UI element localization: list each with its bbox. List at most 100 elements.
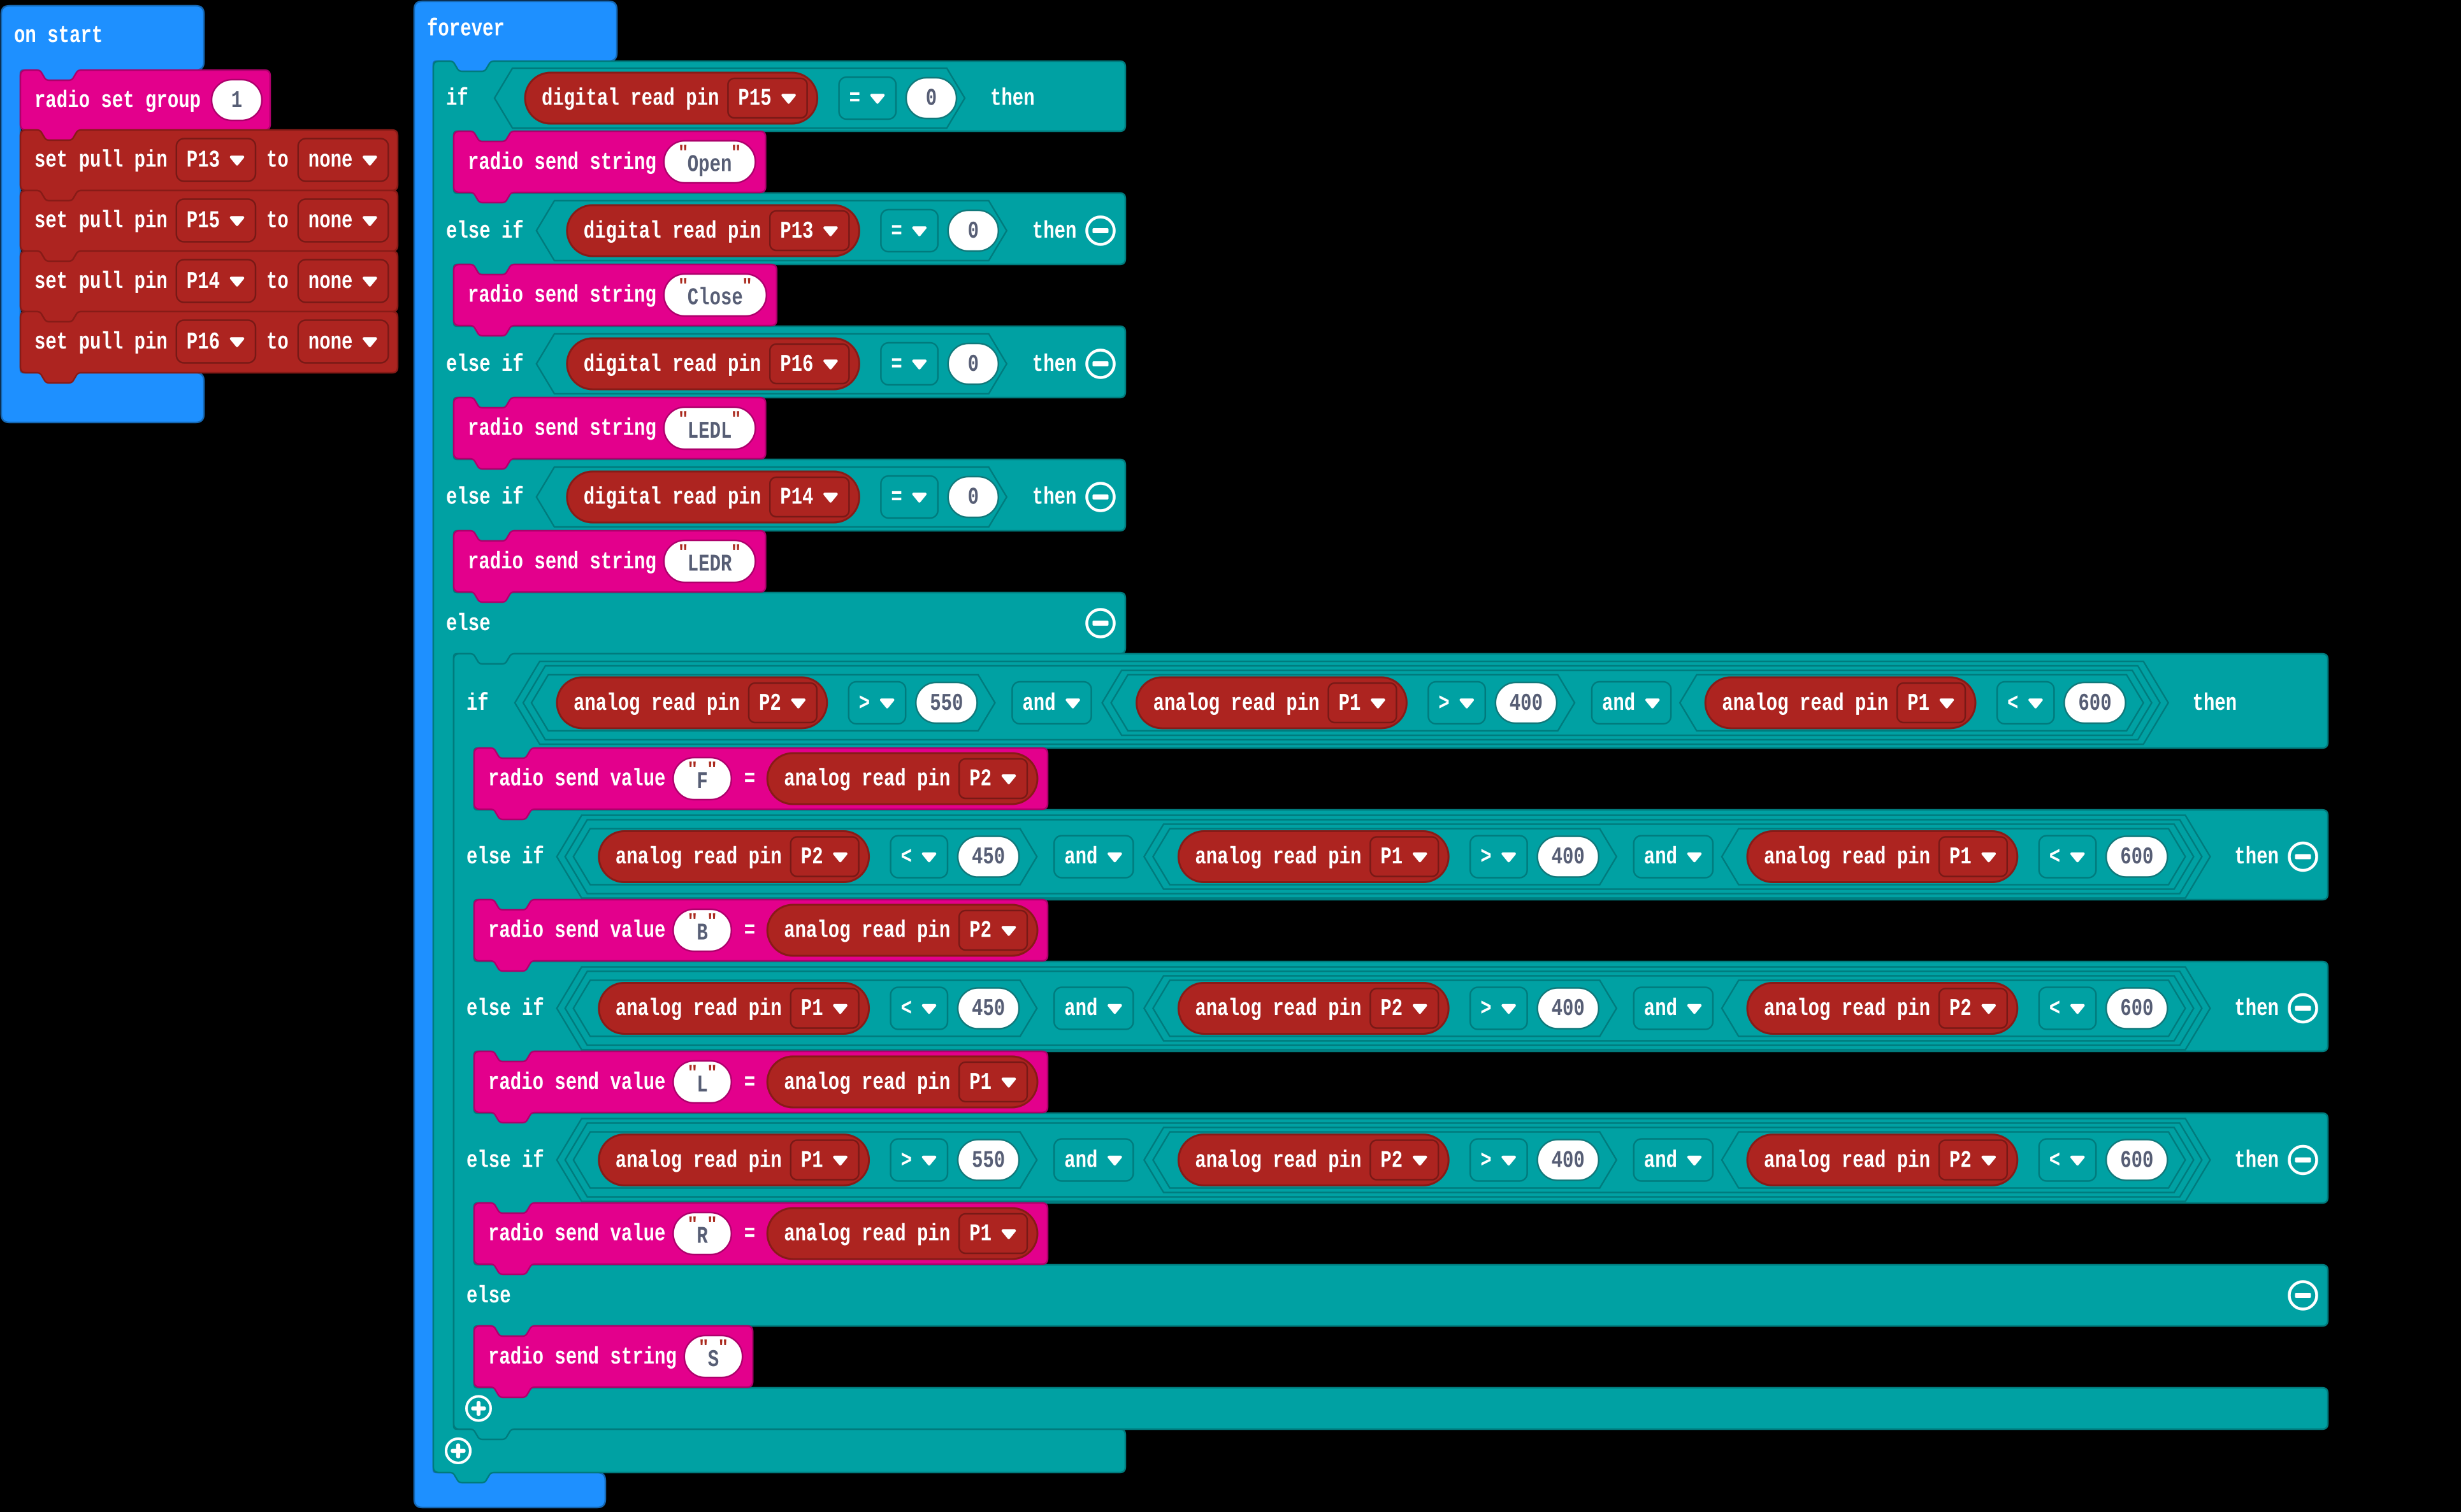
svg-text:radio send value: radio send value [488, 918, 665, 945]
svg-text:P1: P1 [1380, 844, 1403, 871]
svg-text:": " [707, 912, 718, 932]
svg-text:<: < [901, 995, 912, 1023]
svg-text:P2: P2 [1380, 1147, 1403, 1174]
svg-text:<: < [2049, 1147, 2060, 1174]
svg-text:else if: else if [466, 844, 544, 871]
svg-text:set pull pin: set pull pin [34, 147, 168, 175]
svg-text:to: to [266, 147, 289, 175]
svg-text:0: 0 [968, 218, 979, 245]
svg-text:": " [687, 1064, 698, 1084]
svg-text:analog read pin: analog read pin [784, 1221, 950, 1248]
svg-text:P1: P1 [1907, 690, 1930, 717]
svg-text:=: = [891, 484, 902, 512]
svg-text:radio send value: radio send value [488, 1221, 665, 1248]
svg-text:to: to [266, 329, 289, 356]
svg-text:then: then [2193, 690, 2237, 717]
svg-text:else: else [446, 610, 491, 638]
svg-text:P2: P2 [1949, 995, 1972, 1023]
svg-text:=: = [744, 1069, 755, 1097]
svg-text:": " [731, 410, 742, 430]
svg-text:P16: P16 [780, 351, 813, 378]
svg-text:analog read pin: analog read pin [784, 1069, 950, 1097]
svg-text:P1: P1 [1949, 844, 1972, 871]
svg-text:and: and [1022, 690, 1055, 717]
svg-text:and: and [1064, 844, 1097, 871]
svg-text:600: 600 [2120, 844, 2153, 871]
svg-text:S: S [708, 1346, 719, 1374]
svg-text:P2: P2 [969, 766, 992, 793]
svg-text:analog read pin: analog read pin [1764, 1147, 1930, 1174]
svg-text:analog read pin: analog read pin [1195, 995, 1361, 1023]
svg-text:analog read pin: analog read pin [1764, 844, 1930, 871]
svg-text:400: 400 [1552, 1147, 1585, 1174]
svg-text:if: if [446, 85, 468, 113]
svg-text:": " [718, 1339, 728, 1358]
svg-text:P14: P14 [187, 268, 220, 296]
svg-text:450: 450 [972, 995, 1005, 1023]
svg-text:and: and [1064, 995, 1097, 1023]
svg-text:P2: P2 [801, 844, 823, 871]
svg-text:400: 400 [1510, 690, 1543, 717]
svg-text:<: < [2049, 844, 2060, 871]
svg-text:none: none [308, 329, 353, 356]
svg-text:=: = [891, 218, 902, 245]
svg-text:else if: else if [466, 1147, 544, 1174]
svg-text:analog read pin: analog read pin [1764, 995, 1930, 1023]
svg-text:>: > [1480, 995, 1491, 1023]
svg-text:set pull pin: set pull pin [34, 329, 168, 356]
svg-text:": " [687, 761, 698, 781]
svg-text:digital read pin: digital read pin [584, 218, 761, 245]
svg-text:analog read pin: analog read pin [784, 918, 950, 945]
svg-text:600: 600 [2120, 995, 2153, 1023]
svg-text:radio send string: radio send string [468, 415, 656, 443]
svg-text:and: and [1644, 844, 1677, 871]
svg-text:else if: else if [466, 995, 544, 1023]
svg-text:forever: forever [427, 16, 505, 43]
svg-text:analog read pin: analog read pin [616, 995, 782, 1023]
svg-text:P2: P2 [969, 918, 992, 945]
svg-text:set pull pin: set pull pin [34, 208, 168, 235]
svg-text:then: then [2234, 1147, 2279, 1174]
svg-text:": " [698, 1339, 709, 1358]
svg-text:then: then [2234, 995, 2279, 1023]
svg-text:": " [707, 761, 718, 781]
svg-text:digital read pin: digital read pin [542, 85, 719, 113]
svg-text:0: 0 [926, 85, 937, 113]
svg-text:radio send string: radio send string [468, 149, 656, 176]
svg-text:analog read pin: analog read pin [1153, 690, 1320, 717]
svg-text:none: none [308, 208, 353, 235]
svg-text:400: 400 [1552, 844, 1585, 871]
svg-text:LEDR: LEDR [688, 551, 732, 579]
svg-text:then: then [1032, 218, 1077, 245]
svg-text:=: = [744, 918, 755, 945]
svg-text:analog read pin: analog read pin [1722, 690, 1888, 717]
svg-text:P1: P1 [801, 995, 823, 1023]
svg-text:radio send string: radio send string [468, 282, 656, 310]
svg-text:on start: on start [14, 22, 103, 50]
svg-text:": " [678, 277, 689, 297]
svg-text:and: and [1644, 1147, 1677, 1174]
svg-text:F: F [696, 768, 707, 796]
svg-text:digital read pin: digital read pin [584, 351, 761, 378]
svg-text:analog read pin: analog read pin [616, 844, 782, 871]
svg-text:none: none [308, 147, 353, 175]
svg-text:": " [707, 1216, 718, 1235]
svg-text:<: < [2007, 690, 2018, 717]
svg-text:then: then [990, 85, 1035, 113]
svg-text:LEDL: LEDL [688, 418, 732, 445]
svg-text:400: 400 [1552, 995, 1585, 1023]
svg-text:P2: P2 [1949, 1147, 1972, 1174]
svg-text:": " [678, 410, 689, 430]
svg-text:P1: P1 [969, 1069, 992, 1097]
svg-text:P13: P13 [780, 218, 813, 245]
svg-text:": " [731, 544, 742, 563]
svg-text:=: = [744, 1221, 755, 1248]
svg-text:P14: P14 [780, 484, 813, 512]
svg-text:450: 450 [972, 844, 1005, 871]
svg-text:P1: P1 [801, 1147, 823, 1174]
svg-text:<: < [901, 844, 912, 871]
svg-text:600: 600 [2078, 690, 2111, 717]
svg-text:to: to [266, 208, 289, 235]
svg-text:B: B [696, 920, 707, 947]
svg-text:radio send string: radio send string [488, 1344, 677, 1371]
